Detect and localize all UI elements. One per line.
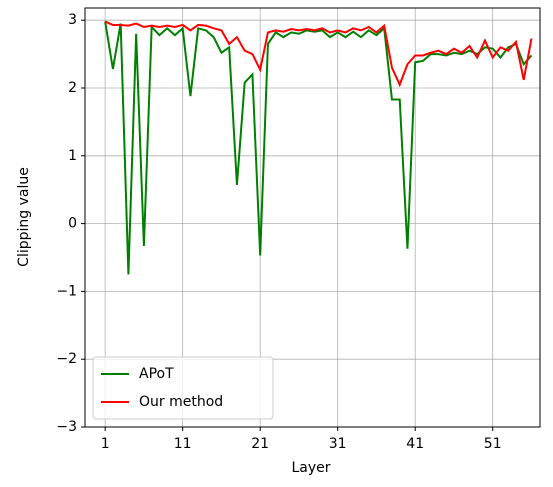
y-tick-label: 2 — [68, 80, 77, 96]
x-axis-label: Layer — [291, 460, 330, 476]
series-line — [104, 21, 533, 275]
x-tick-label: 51 — [484, 436, 502, 452]
y-tick-label: 3 — [68, 12, 77, 28]
legend-box — [92, 356, 274, 420]
y-tick-label: 0 — [68, 216, 77, 232]
x-tick-label: 41 — [406, 436, 424, 452]
y-tick-label: −3 — [56, 419, 77, 435]
y-tick-label: 1 — [68, 148, 77, 164]
legend: APoT Our method — [92, 356, 274, 420]
legend-label: Our method — [139, 394, 223, 410]
y-tick-label: −2 — [56, 351, 77, 367]
x-tick-label: 11 — [174, 436, 192, 452]
legend-label: APoT — [139, 366, 174, 382]
x-tick-label: 21 — [251, 436, 269, 452]
x-tick-label: 31 — [329, 436, 347, 452]
x-tick-label: 1 — [101, 436, 110, 452]
series-line — [104, 20, 533, 88]
y-tick-label: −1 — [56, 283, 77, 299]
y-axis-label: Clipping value — [16, 167, 32, 267]
plot-frame — [84, 7, 541, 428]
